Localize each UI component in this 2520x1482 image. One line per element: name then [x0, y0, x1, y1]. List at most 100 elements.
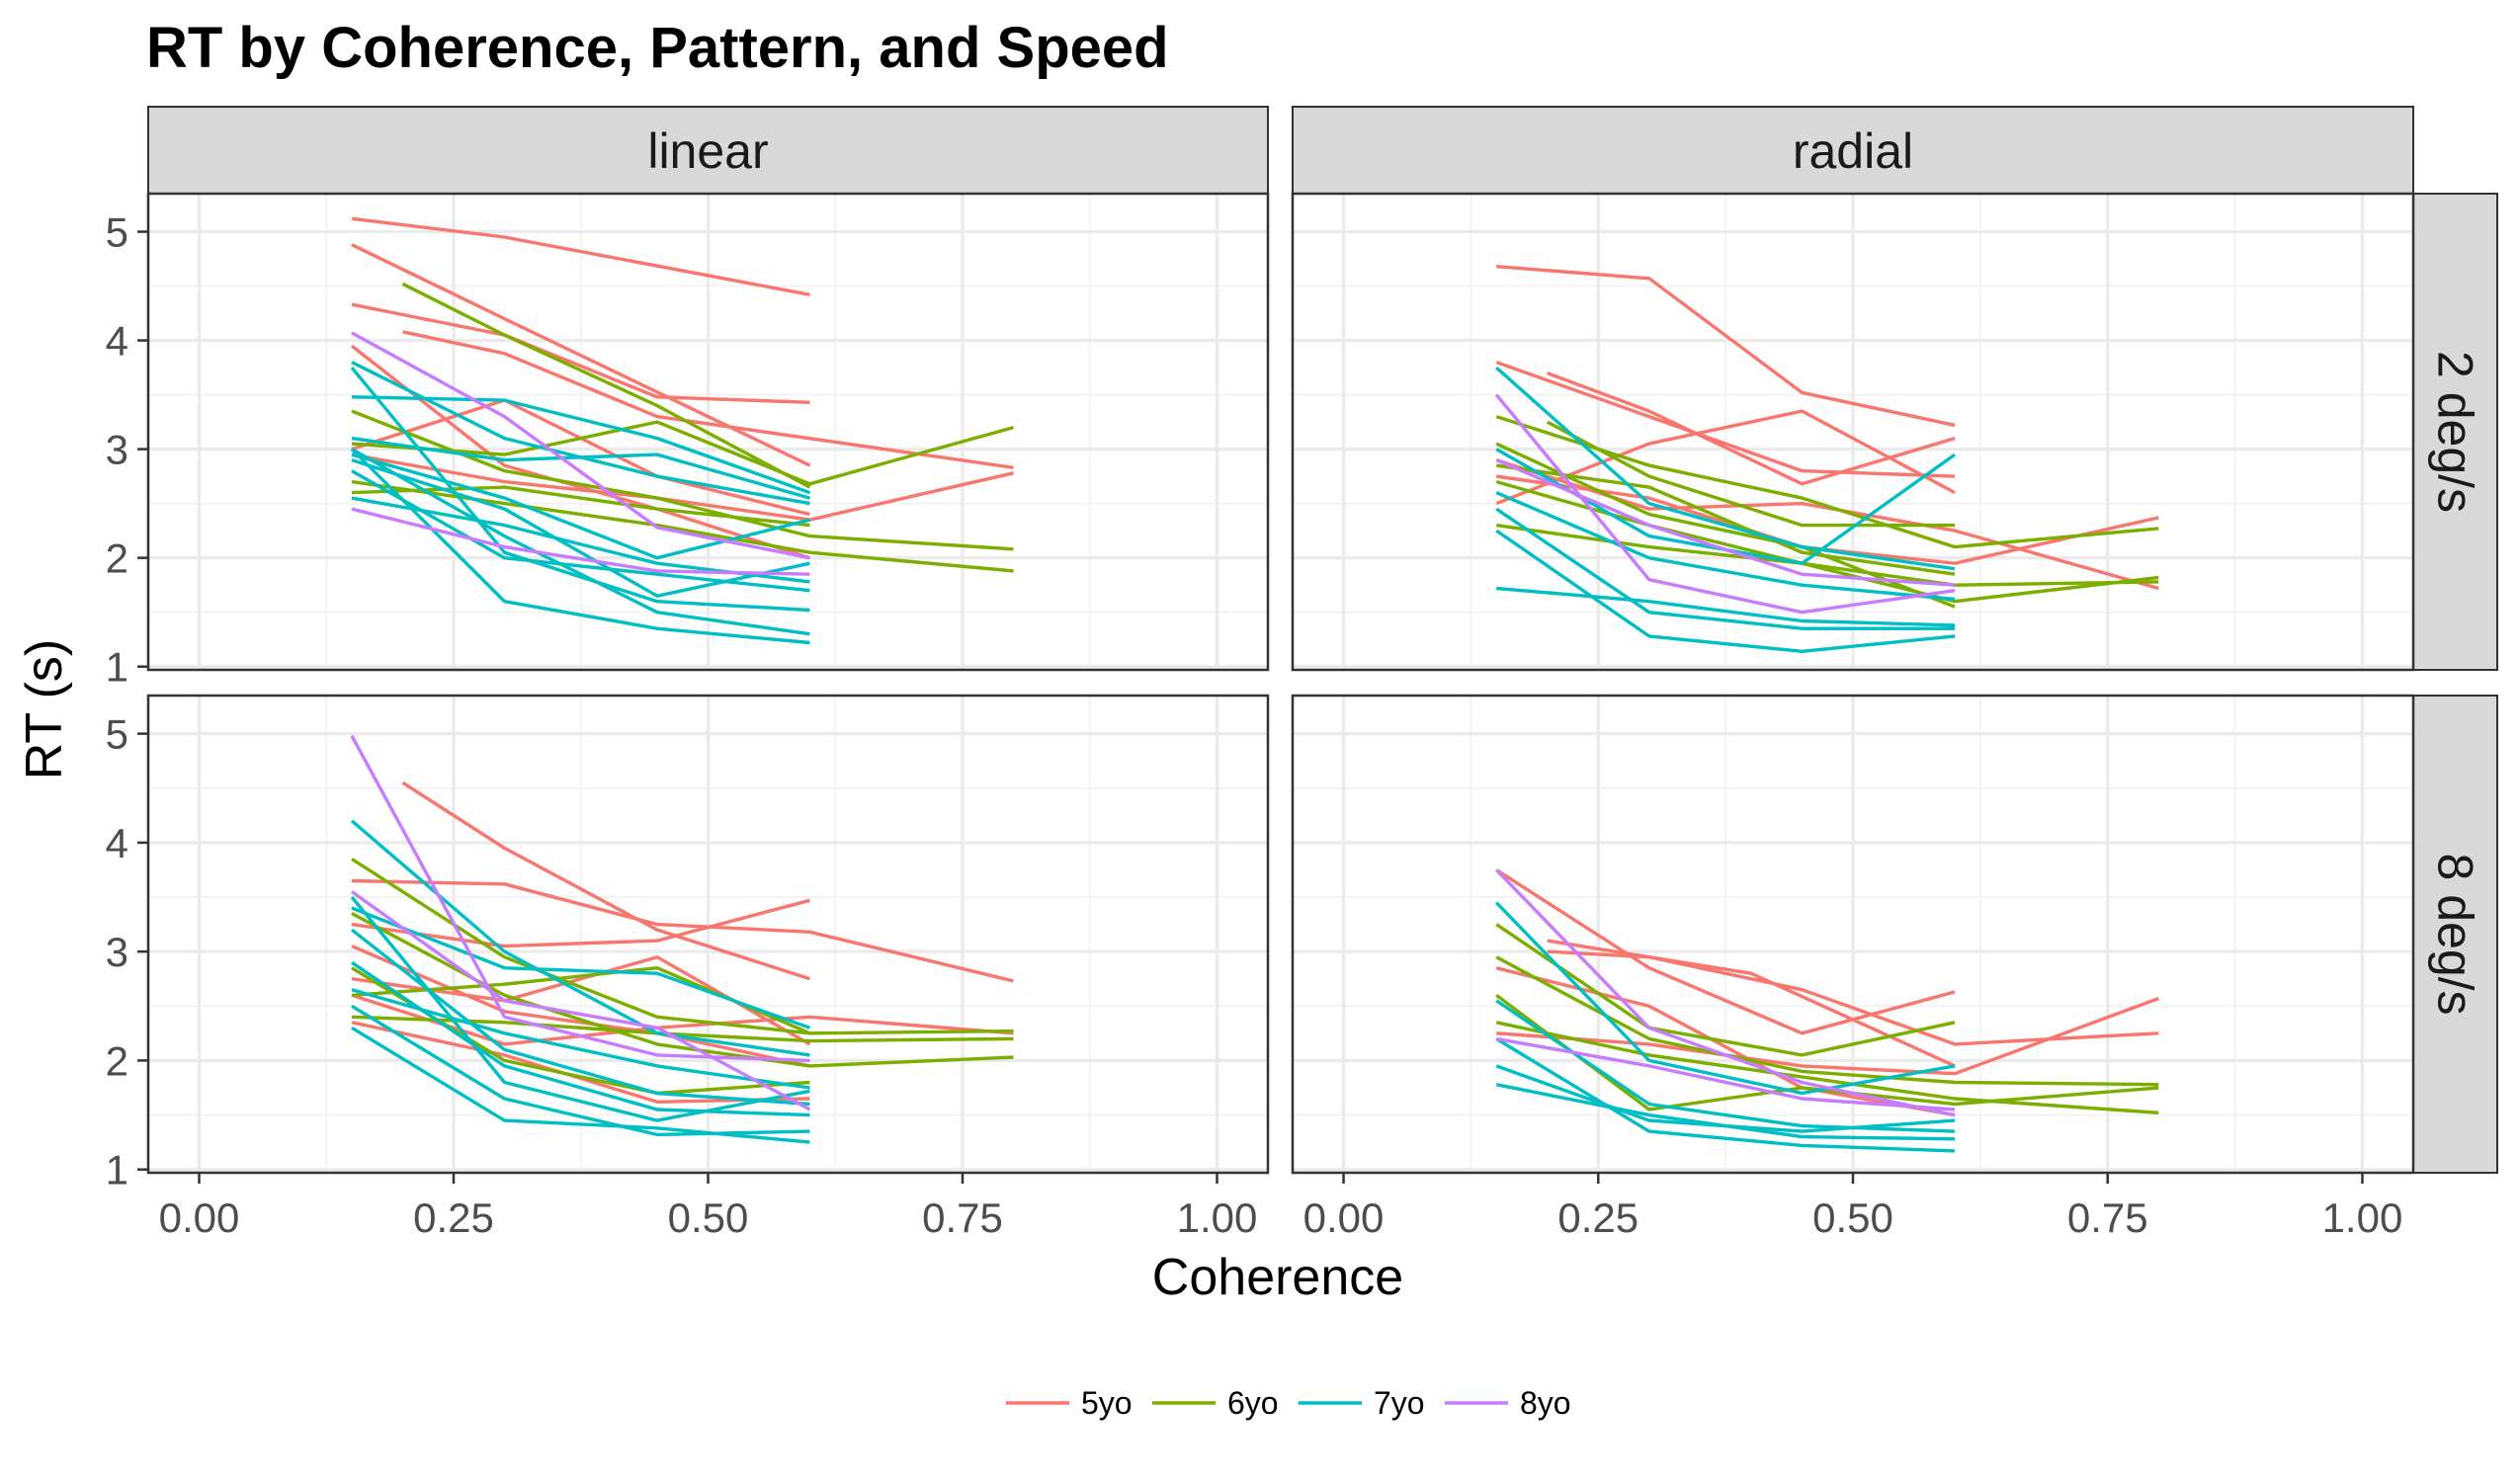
series-line-5yo [1495, 966, 1956, 1117]
series-line-7yo [1495, 366, 1956, 571]
series-line-6yo [351, 409, 1014, 551]
facet-strip-radial [1292, 106, 2414, 195]
series-line-5yo [1495, 867, 1956, 1035]
x-tick-label: 0.75 [2067, 1194, 2148, 1241]
legend-label-7yo: 7yo [1374, 1385, 1425, 1421]
series-line-7yo [1496, 586, 1956, 627]
series-line-6yo [1495, 1021, 2159, 1114]
series-line-5yo [351, 945, 810, 1068]
series-line-7yo [1495, 1036, 1956, 1153]
series-line-8yo [1494, 868, 1956, 1117]
series-line-5yo [1495, 409, 1956, 506]
series-line-7yo [351, 436, 810, 500]
series-line-5yo [1547, 949, 2159, 1046]
series-line-8yo [1495, 1036, 1956, 1112]
x-tick-label: 0.25 [1557, 1194, 1638, 1241]
series-line-7yo [350, 819, 810, 1057]
facet-strip-2-deg-s [2412, 193, 2498, 671]
y-tick-label: 1 [106, 1147, 128, 1194]
series-line-6yo [1495, 463, 1956, 576]
y-tick-label: 3 [106, 929, 128, 975]
x-tick-label: 1.00 [2322, 1194, 2403, 1241]
series-line-7yo [350, 895, 810, 1122]
series-line-7yo [1495, 1064, 1956, 1133]
series-line-5yo [351, 216, 810, 296]
x-tick-label: 0.00 [1303, 1194, 1385, 1241]
panel-linear-2-deg-s: 1 2 3 4 5 [106, 192, 1270, 691]
panel-linear-8-deg-s: 1 2 3 4 5 0.00 0.25 0.50 0.75 1.00 [106, 694, 1270, 1241]
panel-radial-8-deg-s: 0.00 0.25 0.50 0.75 1.00 [1291, 694, 2415, 1241]
x-tick-label: 0.00 [159, 1194, 240, 1241]
panel-radial-2-deg-s [1291, 192, 2415, 672]
series-line-5yo [1496, 997, 2159, 1076]
x-tick-label: 1.00 [1177, 1194, 1258, 1241]
facet-strip-linear [147, 106, 1269, 195]
series-line-7yo [1494, 901, 1956, 1096]
series-line-6yo [1495, 955, 2159, 1087]
x-tick-label: 0.50 [668, 1194, 749, 1241]
series-line-5yo [351, 878, 1014, 983]
series-line-5yo [351, 243, 811, 467]
series-line-6yo [351, 857, 810, 1035]
y-tick-label: 4 [106, 318, 128, 365]
panel-border [146, 192, 1270, 672]
series-line-6yo [1546, 420, 1956, 528]
legend-item-5yo: 5yo [1006, 1385, 1133, 1421]
series-line-6yo [351, 485, 810, 528]
legend-item-6yo: 6yo [1152, 1385, 1279, 1421]
y-tick-label: 4 [106, 820, 128, 866]
series-line-7yo [1495, 491, 1956, 602]
series-line-5yo [351, 302, 810, 404]
x-tick-label: 0.25 [413, 1194, 494, 1241]
series-line-7yo [351, 1026, 810, 1144]
series-line-7yo [351, 906, 811, 1029]
facet-strip-8-deg-s [2412, 695, 2498, 1174]
series-line-7yo [1495, 529, 1956, 653]
legend-item-8yo: 8yo [1445, 1385, 1571, 1421]
y-tick-label: 3 [106, 427, 128, 473]
x-axis-label: Coherence [1152, 1249, 1403, 1306]
series-line-7yo [351, 1004, 810, 1137]
facet-label-8-deg-s: 8 deg/s [2428, 853, 2483, 1015]
series-line-7yo [350, 367, 810, 613]
panels-layer: linear radial 2 deg/s 8 deg/s 1 2 3 4 5 1 2 3 4 5 0.00… [106, 106, 2498, 1241]
series-line-7yo [351, 457, 810, 598]
series-line-8yo [351, 890, 811, 1112]
series-line-6yo [351, 912, 1014, 1068]
facet-label-radial: radial [1793, 124, 1913, 179]
series-line-6yo [1495, 923, 1956, 1057]
series-line-8yo [351, 507, 810, 576]
legend-label-8yo: 8yo [1520, 1385, 1571, 1421]
chart-title: RT by Coherence, Pattern, and Speed [146, 16, 1169, 80]
series-line-5yo [351, 898, 810, 948]
panel-border [1291, 192, 2415, 672]
series-line-6yo [351, 479, 1014, 573]
series-line-5yo [1496, 265, 1956, 428]
series-line-7yo [351, 469, 810, 593]
y-axis-label: RT (s) [16, 639, 73, 781]
y-tick-label: 2 [106, 535, 128, 582]
series-line-6yo [351, 966, 1014, 1035]
series-line-8yo [1494, 393, 1956, 615]
legend-label-5yo: 5yo [1081, 1385, 1133, 1421]
series-line-7yo [351, 448, 810, 636]
x-tick-label: 0.75 [922, 1194, 1003, 1241]
series-line-5yo [350, 344, 811, 560]
y-tick-label: 2 [106, 1037, 128, 1084]
legend: 5yo 6yo 7yo 8yo [1006, 1385, 1571, 1421]
series-line-7yo [350, 448, 810, 645]
series-line-5yo [401, 781, 811, 981]
x-tick-label: 0.50 [1812, 1194, 1893, 1241]
series-line-5yo [1547, 371, 1956, 486]
y-tick-label: 1 [106, 644, 128, 691]
series-line-8yo [351, 331, 810, 560]
legend-item-7yo: 7yo [1299, 1385, 1425, 1421]
y-tick-label: 5 [106, 209, 128, 256]
series-line-6yo [401, 282, 811, 489]
legend-label-6yo: 6yo [1227, 1385, 1279, 1421]
series-line-5yo [1495, 360, 1956, 478]
series-line-7yo [1495, 507, 1956, 630]
series-line-5yo [402, 330, 1014, 469]
